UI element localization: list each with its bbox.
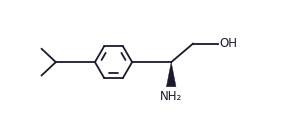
Polygon shape [166,62,176,87]
Text: OH: OH [220,37,238,50]
Text: NH₂: NH₂ [160,90,182,103]
